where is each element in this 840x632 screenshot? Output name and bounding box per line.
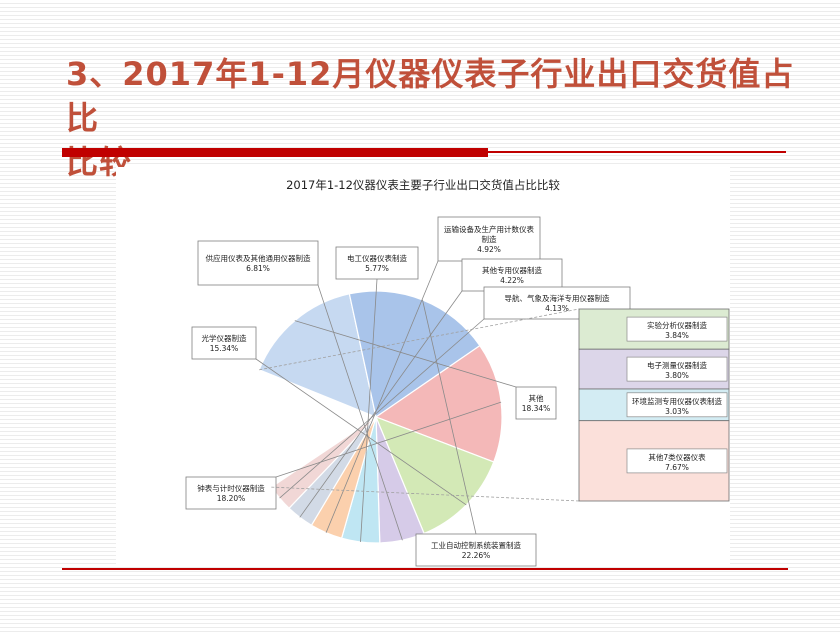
data-label-percent: 5.77% xyxy=(365,264,389,273)
data-label-box xyxy=(191,326,257,360)
title-underline-thin xyxy=(488,151,786,153)
slide-title-line1: 3、2017年1-12月仪器仪表子行业出口交货值占比 xyxy=(66,55,795,137)
data-label-box xyxy=(461,258,563,292)
breakout-label-percent: 3.84% xyxy=(665,331,689,340)
data-label-name: 电工仪器仪表制造 xyxy=(347,253,407,263)
breakout-label-name: 环境监测专用仪器仪表制造 xyxy=(632,396,722,406)
data-label-name: 运输设备及生产用计数仪表 xyxy=(444,224,534,234)
data-label-name: 制造 xyxy=(482,234,497,244)
leader-line xyxy=(275,401,502,478)
breakout-connector xyxy=(271,486,580,502)
breakout-label-box xyxy=(626,316,728,342)
breakout-label-name: 其他7类仪器仪表 xyxy=(648,452,706,462)
footer-rule xyxy=(62,568,788,570)
data-label-name: 导航、气象及海洋专用仪器制造 xyxy=(505,293,610,303)
leader-line xyxy=(317,284,403,541)
breakout-label-box xyxy=(626,448,728,474)
data-label-percent: 22.26% xyxy=(462,551,491,560)
data-label-percent: 4.13% xyxy=(545,304,569,313)
data-label-name: 光学仪器制造 xyxy=(202,333,247,343)
leader-line xyxy=(360,278,378,543)
data-label-name: 其他专用仪器制造 xyxy=(482,265,542,275)
data-label-box xyxy=(197,240,319,286)
data-label-box xyxy=(415,533,537,567)
data-label-box xyxy=(185,476,277,510)
data-label-name: 工业自动控制系统装置制造 xyxy=(431,540,521,550)
breakout-label-box xyxy=(626,356,728,382)
breakout-label-percent: 3.80% xyxy=(665,371,689,380)
leader-line xyxy=(294,320,517,388)
title-underline-thick xyxy=(62,148,488,157)
chart-title: 2017年1-12仪器仪表主要子行业出口交货值占比比较 xyxy=(286,178,560,192)
data-label-name: 供应用仪表及其他通用仪器制造 xyxy=(206,253,311,263)
data-label-box xyxy=(515,386,557,420)
data-label-box xyxy=(437,216,541,262)
leader-line xyxy=(299,290,463,518)
data-label-percent: 18.34% xyxy=(522,404,551,413)
data-label-percent: 4.22% xyxy=(500,276,524,285)
leader-line xyxy=(422,299,477,535)
breakout-connector xyxy=(259,308,580,371)
breakout-label-percent: 3.03% xyxy=(665,407,689,416)
data-label-percent: 4.92% xyxy=(477,245,501,254)
leader-line xyxy=(279,318,485,499)
data-label-box xyxy=(335,246,419,280)
data-label-name: 其他 xyxy=(529,393,544,403)
slide-title: 3、2017年1-12月仪器仪表子行业出口交货值占比 比较 xyxy=(66,52,806,184)
breakout-label-percent: 7.67% xyxy=(665,463,689,472)
breakout-label-name: 电子测量仪器制造 xyxy=(647,360,707,370)
data-label-percent: 18.20% xyxy=(217,494,246,503)
pie-slice xyxy=(374,344,503,463)
data-label-percent: 6.81% xyxy=(246,264,270,273)
breakout-label-box xyxy=(626,392,728,418)
data-label-name: 钟表与计时仪器制造 xyxy=(197,483,265,493)
chart-area: 2017年1-12仪器仪表主要子行业出口交货值占比比较其他 18.34% 工业自动控… xyxy=(116,167,730,567)
data-label-percent: 15.34% xyxy=(210,344,239,353)
leader-line xyxy=(325,260,439,533)
breakout-label-name: 实验分析仪器制造 xyxy=(647,320,707,330)
